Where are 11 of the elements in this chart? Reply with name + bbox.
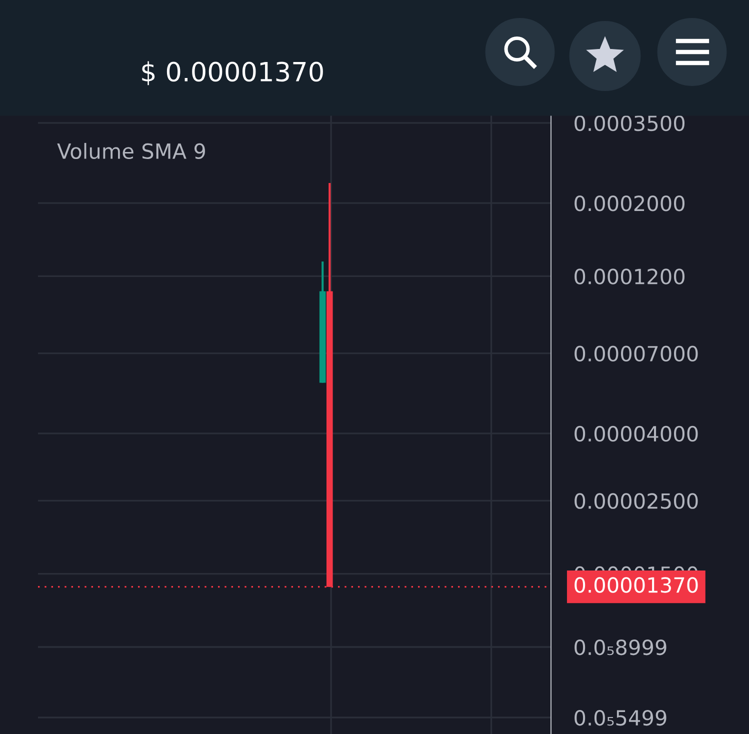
y-tick-label: 0.0₅5499 [574,710,666,726]
y-tick-label: 0.00002500 [574,493,698,509]
y-tick-label: 0.00004000 [574,426,698,442]
y-tick-label: 0.00007000 [574,346,698,362]
y-tick-label: 0.0002000 [574,196,684,212]
annotation: Volume SMA 9 [57,142,205,160]
ref-line-label: 0.00001370 [574,577,698,593]
y-tick-label: 0.0001200 [574,268,684,284]
chart-subtitle: $ 0.00001370 [142,61,323,86]
y-tick-label: 0.0₅8999 [574,639,666,656]
y-tick-label: 0.0003500 [574,115,684,132]
